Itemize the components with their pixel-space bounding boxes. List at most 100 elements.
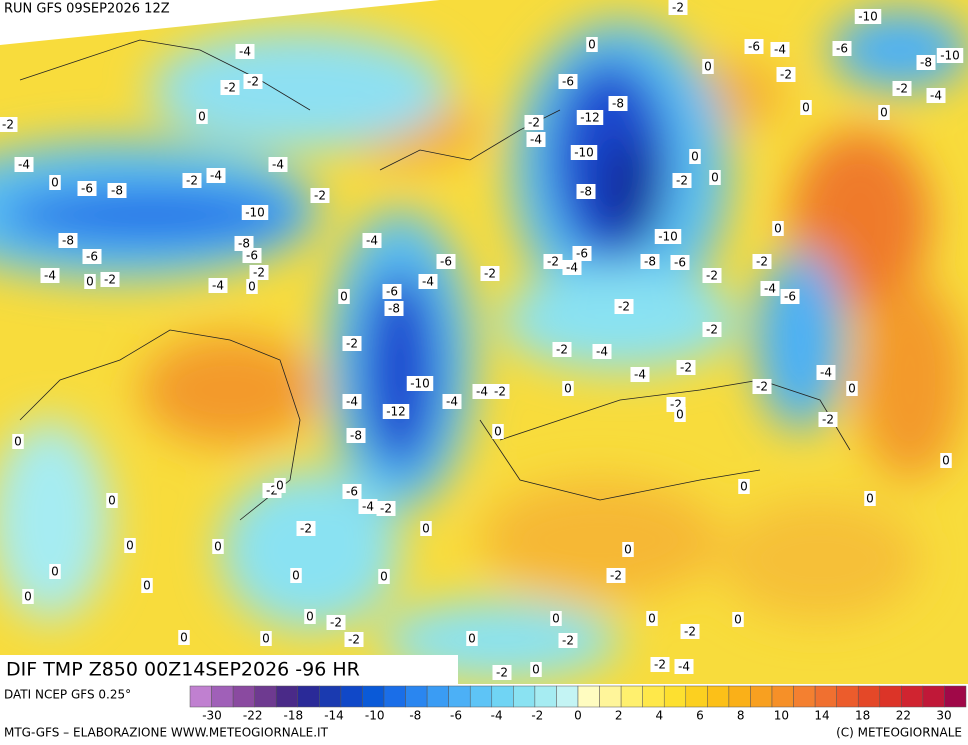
contour-label-bg <box>22 589 34 604</box>
colorbar-label: 4 <box>656 709 664 723</box>
contour-label: -4 <box>530 133 542 147</box>
contour-label-bg <box>362 233 382 248</box>
contour-label: -2 <box>896 82 908 96</box>
contour-label-bg <box>650 657 670 672</box>
contour-label-bg <box>242 248 262 263</box>
contour-label: -8 <box>350 429 362 443</box>
colorbar-swatch <box>491 685 514 708</box>
contour-label: -2 <box>676 174 688 188</box>
colorbar-label: 8 <box>737 709 745 723</box>
contour-label: 0 <box>468 632 476 646</box>
colorbar-swatch <box>405 685 428 708</box>
contour-labels: -2-100 -6 -4 -6 -10-8-40-2-2 -4-2 -2 -6-8 0 00-2-… <box>0 0 964 680</box>
contour-label: -6 <box>748 40 760 54</box>
contour-label-bg <box>800 100 812 115</box>
contour-label-bg <box>622 542 634 557</box>
contour-label-bg <box>342 336 362 351</box>
contour-label-bg <box>552 342 572 357</box>
contour-label: -6 <box>246 249 258 263</box>
contour-label: -2 <box>654 658 666 672</box>
contour-label-bg <box>490 384 510 399</box>
contour-label-bg <box>702 268 722 283</box>
contour-label: -2 <box>547 255 559 269</box>
contour-label-bg <box>816 365 836 380</box>
colorbar-swatch <box>944 685 967 708</box>
contour-label-bg <box>442 394 462 409</box>
contour-label: -4 <box>566 261 578 275</box>
contour-label: -4 <box>678 660 690 674</box>
colorbar-swatch <box>469 685 493 708</box>
footer-left: MTG-GFS – ELABORAZIONE WWW.METEOGIORNALE… <box>4 726 329 740</box>
contour-label: -6 <box>674 256 686 270</box>
colorbar-label: -2 <box>531 709 543 723</box>
contour-label: 0 <box>711 171 719 185</box>
contour-label-bg <box>220 80 240 95</box>
colorbar-swatch <box>663 685 687 708</box>
contour-label-bg <box>744 39 764 54</box>
contour-label: 0 <box>494 425 502 439</box>
contour-label-bg <box>670 255 690 270</box>
contour-label: -10 <box>940 49 960 63</box>
contour-label: 0 <box>802 101 810 115</box>
contour-label: 0 <box>740 480 748 494</box>
contour-label-bg <box>752 254 772 269</box>
contour-label-bg <box>466 631 478 646</box>
contour-label: -2 <box>756 255 768 269</box>
contour-label-bg <box>780 289 800 304</box>
colorbar-swatch <box>857 685 881 708</box>
contour-label-bg <box>0 117 18 132</box>
contour-label: 0 <box>588 38 596 52</box>
contour-label: 0 <box>108 494 116 508</box>
contour-label-bg <box>752 379 772 394</box>
contour-label-bg <box>608 96 628 111</box>
contour-label: 0 <box>774 222 782 236</box>
colorbar-label: -14 <box>324 709 344 723</box>
colorbar-swatch <box>728 685 751 708</box>
colorbar-swatch <box>297 685 320 708</box>
contour-label-bg <box>702 322 722 337</box>
contour-label-bg <box>576 110 604 125</box>
contour-label: 0 <box>866 492 874 506</box>
colorbar-swatch <box>685 685 708 708</box>
contour-label-bg <box>562 381 574 396</box>
contour-label-bg <box>738 479 750 494</box>
contour-label: -2 <box>104 273 116 287</box>
contour-label: -4 <box>764 282 776 296</box>
contour-label-bg <box>384 301 404 316</box>
contour-label-bg <box>562 260 582 275</box>
colorbar-swatch <box>599 685 622 708</box>
contour-label: -2 <box>670 398 682 412</box>
contour-label: -2 <box>780 68 792 82</box>
contour-label-bg <box>14 157 34 172</box>
colorbar-swatch <box>771 685 794 708</box>
contour-label-bg <box>480 266 500 281</box>
contour-label: -4 <box>212 279 224 293</box>
colorbar-label: 18 <box>855 709 870 723</box>
contour-label: 0 <box>292 569 300 583</box>
contour-label-bg <box>107 183 127 198</box>
contour-label: -10 <box>574 146 594 160</box>
contour-label-bg <box>274 478 286 493</box>
contour-label: -4 <box>422 275 434 289</box>
contour-label-bg <box>586 37 598 52</box>
colorbar-label: -10 <box>365 709 385 723</box>
contour-label: 0 <box>262 632 270 646</box>
contour-label-bg <box>606 568 626 583</box>
contour-label: -2 <box>380 502 392 516</box>
contour-label: -2 <box>756 380 768 394</box>
contour-label-bg <box>182 173 202 188</box>
contour-label-bg <box>543 254 563 269</box>
contour-label-bg <box>342 394 362 409</box>
contour-label-bg <box>243 74 263 89</box>
footer-right: (C) METEOGIORNALE <box>836 726 962 740</box>
contour-label: -8 <box>580 185 592 199</box>
contour-label-bg <box>892 81 912 96</box>
contour-label: 0 <box>564 382 572 396</box>
contour-label-bg <box>524 115 544 130</box>
contour-label: -4 <box>596 345 608 359</box>
contour-label-bg <box>382 404 410 419</box>
colorbar-swatch <box>922 685 945 708</box>
contour-label: -10 <box>245 206 265 220</box>
contour-label: -12 <box>580 111 600 125</box>
